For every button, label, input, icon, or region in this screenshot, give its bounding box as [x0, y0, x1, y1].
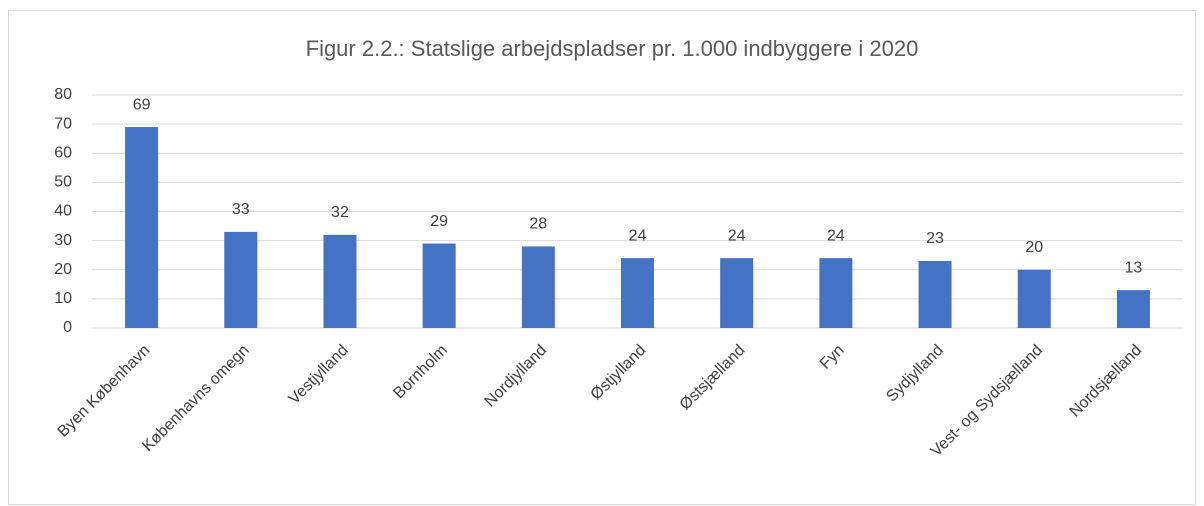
- chart-title: Figur 2.2.: Statslige arbejdspladser pr.…: [306, 36, 919, 61]
- bar: [125, 127, 159, 328]
- y-tick-label: 0: [63, 319, 72, 336]
- y-tick-label: 10: [54, 290, 72, 307]
- bar: [224, 231, 258, 328]
- y-tick-label: 20: [54, 261, 72, 278]
- bar: [918, 261, 952, 328]
- data-label: 24: [728, 227, 746, 244]
- bar: [521, 246, 555, 328]
- data-label: 13: [1125, 259, 1143, 276]
- data-label: 20: [1025, 239, 1043, 256]
- bar: [422, 243, 456, 328]
- data-label: 69: [133, 96, 151, 113]
- y-tick-label: 60: [54, 144, 72, 161]
- data-label: 28: [529, 216, 547, 233]
- y-tick-label: 50: [54, 174, 72, 191]
- bar: [323, 234, 357, 328]
- data-label: 33: [232, 201, 250, 218]
- bar: [720, 258, 754, 328]
- bar: [1017, 269, 1051, 328]
- data-label: 29: [430, 213, 448, 230]
- y-tick-label: 70: [54, 115, 72, 132]
- bar: [1116, 290, 1150, 328]
- data-label: 24: [827, 227, 845, 244]
- y-tick-label: 30: [54, 232, 72, 249]
- y-tick-label: 40: [54, 203, 72, 220]
- data-label: 32: [331, 204, 349, 221]
- bar: [819, 258, 853, 328]
- chart-border: [8, 10, 1196, 505]
- y-tick-label: 80: [54, 86, 72, 103]
- bar: [621, 258, 654, 328]
- data-label: 23: [926, 230, 944, 247]
- data-label: 24: [629, 227, 647, 244]
